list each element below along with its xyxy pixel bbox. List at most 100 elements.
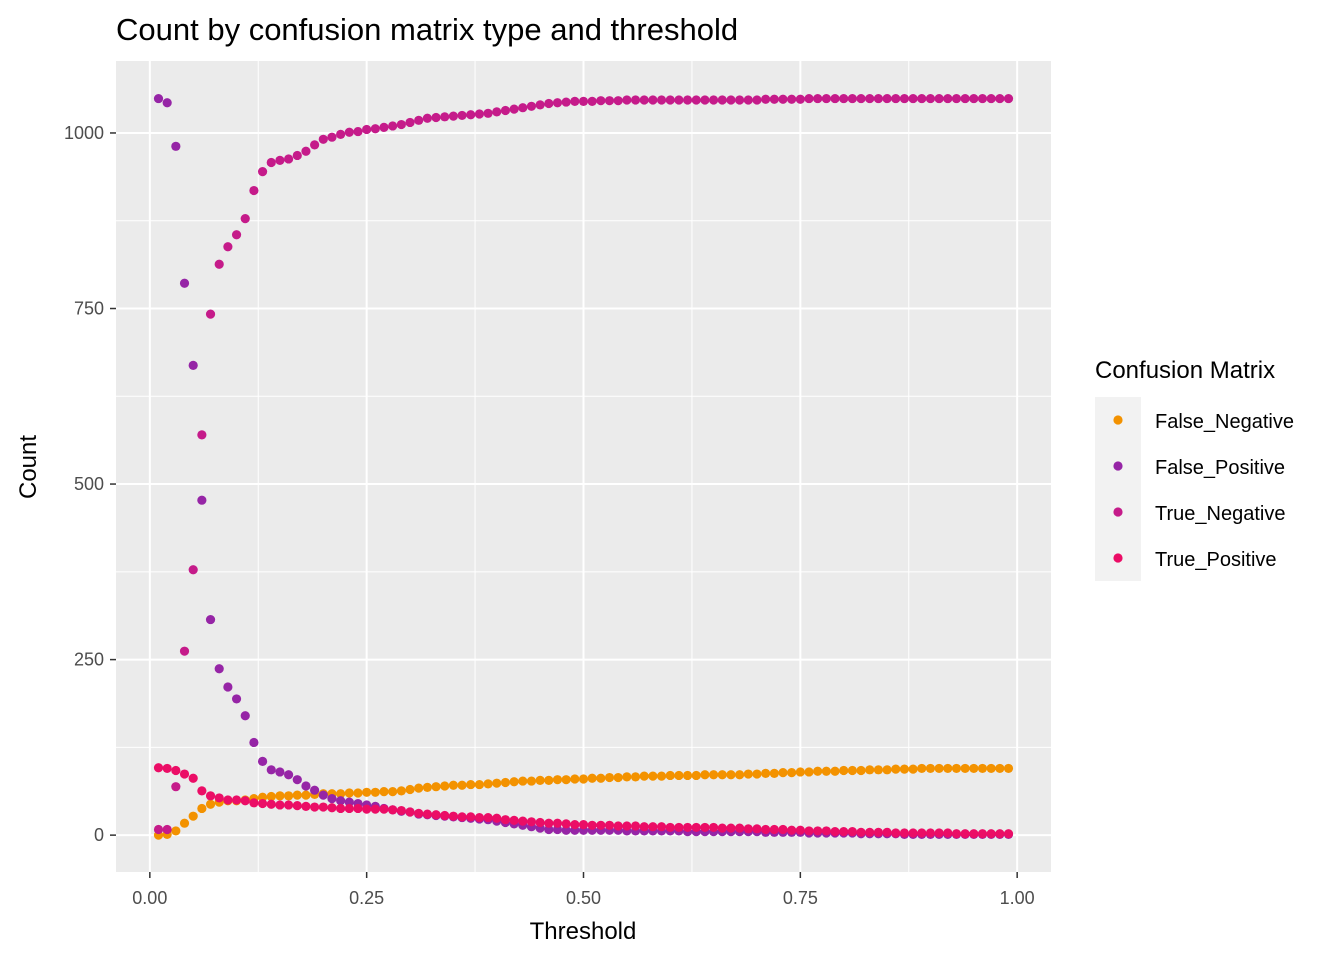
data-point: [275, 155, 285, 165]
data-point: [440, 810, 450, 821]
data-point: [526, 101, 537, 111]
legend-key: [1113, 461, 1123, 471]
legend-key: [1113, 553, 1123, 563]
data-point: [743, 769, 753, 779]
data-point: [205, 799, 216, 809]
data-point: [700, 770, 710, 780]
data-point: [925, 93, 936, 104]
data-point: [899, 93, 910, 104]
data-point: [925, 763, 936, 774]
data-point: [839, 827, 849, 837]
data-point: [518, 103, 528, 113]
data-point: [691, 770, 701, 781]
data-point: [179, 818, 190, 828]
data-point: [405, 807, 415, 817]
data-point: [197, 786, 207, 796]
data-point: [665, 822, 675, 833]
data-point: [787, 768, 797, 778]
data-point: [422, 113, 432, 123]
data-point: [353, 126, 363, 137]
data-point: [830, 93, 840, 104]
data-point: [717, 770, 727, 780]
data-point: [977, 829, 988, 839]
data-point: [622, 95, 632, 105]
data-point: [891, 764, 901, 774]
data-point: [960, 763, 970, 774]
data-point: [388, 805, 398, 815]
data-point: [336, 803, 346, 814]
data-point: [153, 93, 164, 104]
data-point: [995, 93, 1005, 104]
data-point: [301, 781, 311, 791]
data-point: [795, 94, 805, 104]
data-point: [761, 94, 771, 104]
x-tick-label: 0.00: [132, 888, 167, 908]
data-point: [735, 95, 745, 105]
data-point: [223, 242, 233, 252]
data-point: [813, 93, 823, 104]
data-point: [544, 98, 554, 109]
data-point: [492, 107, 502, 117]
data-point: [318, 790, 328, 800]
data-point: [509, 815, 519, 825]
data-point: [275, 767, 285, 777]
data-point: [318, 802, 328, 812]
data-point: [578, 820, 589, 830]
data-point: [587, 820, 597, 830]
data-point: [466, 812, 476, 822]
data-point: [474, 812, 485, 823]
data-point: [648, 822, 658, 832]
data-point: [778, 824, 788, 835]
data-point: [310, 140, 320, 150]
x-tick-label: 0.25: [349, 888, 384, 908]
data-point: [578, 96, 589, 106]
data-point: [795, 825, 805, 835]
data-point: [466, 110, 476, 120]
x-tick-label: 1.00: [1000, 888, 1035, 908]
data-point: [769, 94, 779, 104]
data-point: [448, 811, 458, 821]
data-point: [917, 763, 927, 774]
series-false-negative: [153, 763, 1014, 840]
data-point: [761, 768, 771, 778]
data-point: [804, 767, 814, 777]
data-point: [370, 124, 380, 134]
data-point: [691, 822, 701, 833]
legend-key: [1113, 507, 1123, 517]
data-point: [743, 95, 753, 105]
data-point: [908, 93, 918, 104]
chart-title: Count by confusion matrix type and thres…: [116, 12, 738, 47]
major-gridlines: [116, 61, 1051, 872]
y-axis: 0 250 500 750 1000: [64, 123, 116, 845]
data-point: [969, 829, 979, 839]
data-point: [431, 782, 441, 792]
data-point: [483, 812, 493, 823]
data-point: [821, 766, 831, 776]
data-point: [318, 134, 328, 144]
data-point: [587, 773, 597, 783]
data-point: [292, 790, 302, 800]
data-point: [466, 779, 476, 790]
data-point: [882, 827, 892, 837]
data-point: [448, 111, 458, 121]
data-point: [639, 95, 649, 105]
data-point: [691, 95, 701, 105]
data-point: [405, 117, 415, 128]
data-point: [197, 495, 207, 505]
data-point: [240, 214, 250, 224]
data-point: [995, 829, 1005, 839]
data-point: [301, 146, 311, 156]
data-point: [327, 794, 337, 804]
data-point: [561, 97, 571, 107]
data-point: [284, 770, 294, 780]
data-point: [700, 95, 710, 105]
data-point: [570, 820, 580, 830]
data-point: [899, 764, 910, 774]
data-point: [969, 763, 979, 774]
data-point: [977, 763, 988, 774]
data-point: [622, 821, 632, 831]
data-point: [509, 777, 519, 787]
data-point: [544, 818, 554, 828]
data-point: [873, 93, 883, 104]
